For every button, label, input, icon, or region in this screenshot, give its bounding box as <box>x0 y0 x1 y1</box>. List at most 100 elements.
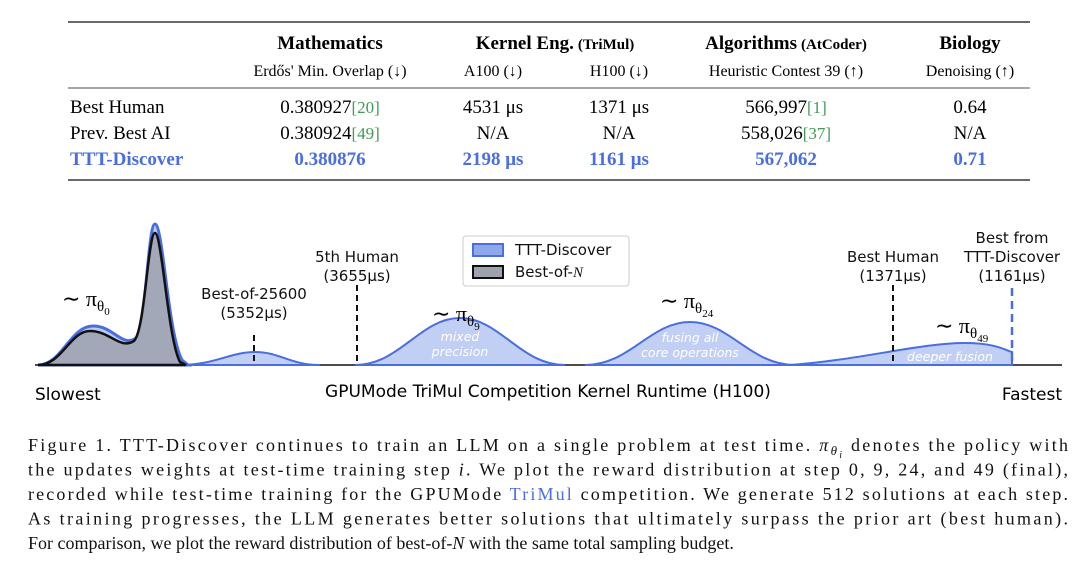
group-header: Kernel Eng. (TriMul) <box>476 33 635 54</box>
caption-line: For comparison, we plot the reward distr… <box>28 533 734 553</box>
table-cell: 0.380927[20] <box>280 97 380 118</box>
caption-text: the updates weights at test-time trainin… <box>28 460 457 480</box>
marker-label: (1161μs) <box>978 267 1045 285</box>
caption-text: π <box>819 435 829 455</box>
marker-label: 5th Human <box>315 248 399 266</box>
caption-text: competition. We generate 512 solutions a… <box>574 484 1068 504</box>
citation[interactable]: [1] <box>807 98 827 117</box>
cell-value: 0.71 <box>953 149 986 170</box>
cell-value: 1371 μs <box>589 97 649 118</box>
legend: TTT-Discover Best-of-N <box>462 235 630 287</box>
policy-label: ∼ πθ49 <box>935 313 989 345</box>
distribution-curve <box>179 350 321 366</box>
policy-label: ∼ πθ24 <box>660 288 714 320</box>
legend-label: TTT-Discover <box>514 241 612 259</box>
marker-label: (1371μs) <box>859 267 926 285</box>
caption-text: recorded while test-time training for th… <box>28 484 508 504</box>
citation[interactable]: [37] <box>803 124 831 143</box>
group-header: Mathematics <box>277 33 383 54</box>
cell-value: 0.64 <box>953 97 987 118</box>
policy-index: 24 <box>702 308 714 320</box>
cell-value: 566,997 <box>745 97 807 118</box>
caption-text: with the same total sampling budget. <box>464 533 733 553</box>
caption-text[interactable]: TriMul <box>510 484 572 504</box>
policy-sub: θ <box>970 326 977 342</box>
marker-label: TTT-Discover <box>963 248 1061 266</box>
sub-header: Heuristic Contest 39 (↑) <box>709 63 863 80</box>
policy-symbol: ∼ π <box>935 313 970 338</box>
caption-text: denotes the policy with <box>844 435 1068 455</box>
annotation: deeper fusion <box>907 349 993 364</box>
annotation: precision <box>431 344 489 359</box>
table-cell: 566,997[1] <box>745 97 827 118</box>
sub-header: Denoising (↑) <box>926 63 1014 80</box>
caption-text: . We plot the reward distribution at ste… <box>466 460 1068 481</box>
policy-symbol: ∼ π <box>660 288 695 313</box>
marker-label: Best Human <box>847 248 939 266</box>
table-cell: 0.71 <box>953 149 986 170</box>
legend-swatch <box>472 243 504 257</box>
caption-line: As training progresses, the LLM generate… <box>28 509 1068 530</box>
annotation: core operations <box>641 345 739 360</box>
cell-value: 0.380927 <box>280 97 351 118</box>
policy-sub: θ <box>97 299 104 315</box>
policy-labels: ∼ πθ0 ∼ πθ9∼ πθ24 ∼ πθ49 <box>62 286 989 345</box>
policy-label: ∼ πθ0 <box>62 286 110 318</box>
table-cell: 4531 μs <box>463 97 523 118</box>
citation[interactable]: [49] <box>351 124 379 143</box>
cell-value: 0.380876 <box>294 149 365 170</box>
legend-box <box>462 235 630 287</box>
cell-value: 2198 μs <box>463 149 524 170</box>
table-cell: 0.380924[49] <box>280 123 380 144</box>
table-cell: N/A <box>477 123 510 144</box>
marker-label: Best-of-25600 <box>201 285 307 303</box>
group-note: (AtCoder) <box>801 37 867 53</box>
row-label: Best Human <box>70 97 165 118</box>
policy-symbol: ∼ π <box>62 286 97 311</box>
distribution-curve <box>584 320 796 366</box>
axis-title: GPUMode TriMul Competition Kernel Runtim… <box>325 382 771 402</box>
policy-sub: θ <box>695 301 702 317</box>
table-cell: N/A <box>954 123 987 144</box>
annotation: mixed <box>441 329 480 344</box>
group-header: Algorithms (AtCoder) <box>705 33 867 54</box>
distribution-curve <box>354 316 566 366</box>
cell-value: 4531 μs <box>463 97 523 118</box>
citation[interactable]: [20] <box>351 98 379 117</box>
best-of-n-curve <box>37 231 187 367</box>
sub-header: H100 (↓) <box>590 63 648 80</box>
table-cell: 2198 μs <box>463 149 524 170</box>
caption-text: N <box>451 533 465 553</box>
distribution-curve <box>789 341 1013 366</box>
caption-line: recorded while test-time training for th… <box>28 484 1068 504</box>
policy-index: 49 <box>977 333 989 345</box>
table-cell: 0.380876 <box>294 149 365 170</box>
policy-label: ∼ πθ9 <box>432 301 480 333</box>
marker-label: Best from <box>976 229 1049 247</box>
legend-math: N <box>572 265 584 281</box>
table-cell: 0.64 <box>953 97 987 118</box>
caption-text: As training progresses, the LLM generate… <box>28 509 1068 530</box>
caption-text: i <box>459 460 464 480</box>
caption-text: i <box>839 450 842 461</box>
legend-text: Best-of- <box>515 263 573 281</box>
table-body: Erdős' Min. Overlap (↓) A100 (↓) H100 (↓) H… <box>70 63 1014 170</box>
marker-label: (5352μs) <box>220 304 287 322</box>
cell-value: 1161 μs <box>589 149 649 170</box>
caption-line: the updates weights at test-time trainin… <box>28 460 1068 481</box>
row-label: Prev. Best AI <box>70 123 171 144</box>
policy-index: 0 <box>104 306 110 318</box>
group-title: Algorithms <box>705 33 797 54</box>
caption-text: θ <box>831 443 838 458</box>
legend-swatch <box>472 265 504 279</box>
caption: Figure 1. TTT-Discover continues to trai… <box>28 435 1068 553</box>
axis-left-label: Slowest <box>35 385 101 405</box>
sub-header: A100 (↓) <box>464 63 522 80</box>
cell-value: 0.380924 <box>280 123 352 144</box>
legend-label: Best-of-N <box>515 263 584 281</box>
policy-index: 9 <box>474 321 480 333</box>
axis-right-label: Fastest <box>1002 385 1062 405</box>
cell-value: 558,026 <box>741 123 803 144</box>
